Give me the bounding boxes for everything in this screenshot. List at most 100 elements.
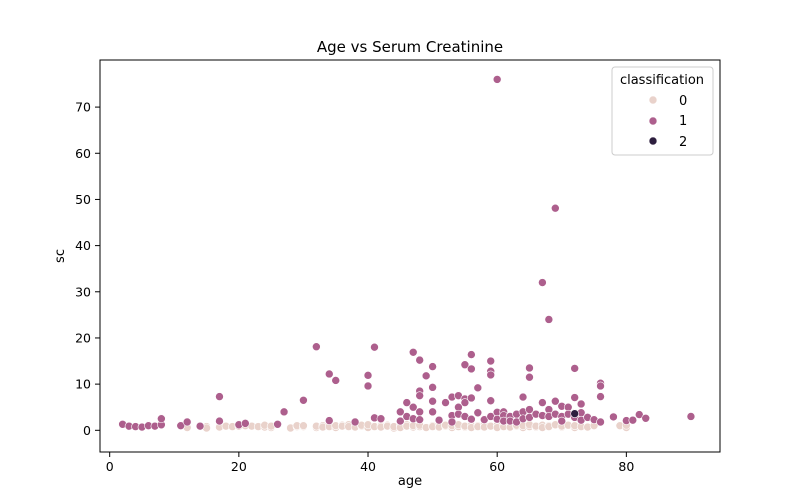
point-class-1-35 — [415, 355, 424, 365]
point-class-1-32 — [408, 347, 418, 357]
point-class-1-67 — [486, 396, 496, 406]
point-class-1-94 — [551, 396, 560, 406]
legend-title: classification — [620, 73, 704, 88]
point-class-1-44 — [428, 407, 437, 417]
point-class-1-61 — [473, 383, 483, 393]
point-class-1-82 — [525, 363, 534, 373]
point-class-1-88 — [538, 398, 547, 407]
y-tick-label-2: 20 — [75, 330, 91, 345]
point-class-1-101 — [570, 364, 579, 373]
point-class-1-62 — [473, 408, 483, 418]
point-class-1-28 — [396, 407, 405, 417]
point-class-1-98 — [557, 416, 567, 426]
point-class-1-18 — [312, 342, 321, 352]
y-tick-label-6: 60 — [75, 146, 91, 161]
point-class-1-8 — [176, 421, 186, 430]
point-class-1-10 — [195, 421, 205, 431]
y-tick-label-7: 70 — [75, 100, 91, 115]
point-class-1-42 — [428, 383, 437, 392]
points-layer — [118, 75, 696, 433]
x-tick-label-2: 40 — [360, 459, 376, 474]
point-class-1-24 — [363, 381, 373, 391]
y-axis-label: sc — [53, 249, 68, 263]
point-class-1-33 — [408, 402, 418, 412]
point-class-1-60 — [467, 414, 476, 424]
point-class-1-115 — [628, 415, 638, 425]
point-class-1-41 — [428, 362, 437, 371]
point-class-1-53 — [460, 360, 470, 370]
y-axis: 0 10 20 30 40 50 60 70 — [75, 100, 100, 438]
point-class-1-93 — [551, 203, 560, 213]
point-class-1-104 — [576, 399, 586, 409]
point-class-1-17 — [299, 395, 308, 405]
legend-marker-0 — [648, 95, 658, 105]
point-class-1-21 — [331, 376, 341, 385]
point-class-0-18 — [299, 421, 308, 430]
point-class-1-116 — [634, 410, 644, 419]
point-class-1-22 — [350, 417, 360, 427]
point-class-1-64 — [486, 356, 496, 366]
point-class-1-12 — [215, 416, 224, 426]
point-class-1-66 — [486, 370, 496, 380]
point-class-1-113 — [609, 412, 618, 422]
point-class-1-69 — [492, 75, 502, 84]
legend-marker-1 — [648, 116, 658, 126]
y-tick-label-5: 50 — [75, 192, 91, 207]
y-tick-label-0: 0 — [83, 423, 91, 438]
point-class-1-29 — [396, 416, 405, 426]
x-tick-label-4: 80 — [618, 459, 634, 474]
y-tick-label-3: 30 — [75, 284, 91, 299]
point-class-1-110 — [596, 381, 605, 391]
x-tick-label-1: 20 — [231, 459, 247, 474]
x-tick-label-3: 60 — [489, 459, 505, 474]
legend-frame — [611, 66, 714, 156]
point-class-1-30 — [402, 398, 412, 407]
point-class-1-59 — [467, 393, 476, 403]
point-class-1-7 — [157, 414, 166, 424]
chart-title: Age vs Serum Creatinine — [317, 38, 503, 56]
point-class-1-27 — [376, 414, 386, 424]
y-tick-label-4: 40 — [75, 238, 91, 253]
legend-label-1: 1 — [679, 114, 687, 129]
point-class-1-45 — [434, 415, 444, 425]
point-class-1-39 — [415, 415, 424, 424]
point-class-1-49 — [447, 417, 457, 427]
point-class-1-83 — [525, 372, 534, 382]
point-class-1-38 — [415, 407, 424, 417]
point-class-1-79 — [518, 392, 528, 402]
point-class-1-16 — [279, 407, 289, 417]
point-class-1-90 — [544, 315, 554, 324]
legend-label-0: 0 — [679, 94, 687, 109]
point-class-2-0 — [570, 409, 579, 418]
x-tick-label-0: 0 — [106, 459, 114, 474]
legend: classification 0 1 2 — [611, 66, 714, 156]
point-class-1-11 — [215, 392, 224, 401]
point-class-1-57 — [467, 350, 476, 359]
x-axis: 0 20 40 60 80 — [106, 452, 634, 474]
legend-marker-2 — [648, 136, 658, 146]
point-class-1-117 — [641, 413, 651, 423]
legend-label-2: 2 — [679, 135, 687, 150]
point-class-1-46 — [441, 398, 450, 407]
point-class-1-23 — [363, 371, 373, 380]
point-class-1-25 — [370, 342, 379, 352]
point-class-1-43 — [428, 396, 437, 406]
point-class-1-118 — [686, 412, 696, 421]
point-class-1-15 — [273, 419, 282, 429]
point-class-1-58 — [467, 364, 476, 374]
plot-area-frame — [99, 59, 721, 453]
point-class-1-37 — [415, 391, 424, 400]
point-class-1-20 — [324, 416, 334, 425]
y-tick-label-1: 10 — [75, 377, 91, 392]
point-class-1-14 — [241, 419, 250, 428]
point-class-1-112 — [596, 417, 605, 427]
point-class-1-19 — [324, 369, 334, 379]
point-class-1-102 — [570, 393, 579, 402]
x-axis-label: age — [398, 474, 422, 489]
point-class-1-9 — [182, 417, 192, 427]
point-class-1-111 — [596, 392, 605, 401]
point-class-1-55 — [460, 398, 470, 407]
point-class-1-40 — [421, 371, 431, 381]
point-class-1-87 — [538, 278, 547, 287]
